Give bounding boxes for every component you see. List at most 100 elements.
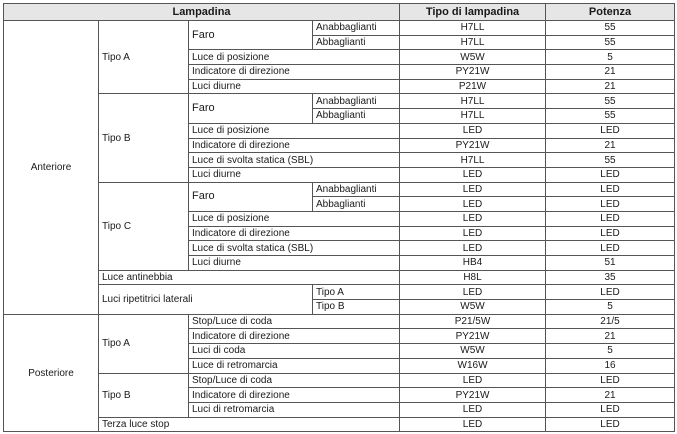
row-label: Terza luce stop (97, 416, 401, 433)
bulb-power: 5 (545, 299, 676, 315)
subgroup-anteriore-tipo-a: Tipo A (98, 19, 189, 95)
bulb-type: PY21W (399, 137, 547, 154)
table-row: Abbaglianti H7LL 55 (4, 34, 676, 51)
bulb-power: 55 (545, 34, 676, 51)
faro-label: Faro (188, 181, 313, 212)
bulb-type: H7LL (399, 93, 547, 110)
bulb-type: H7LL (399, 20, 547, 36)
bulb-type: HB4 (399, 255, 547, 271)
table-row: Luce antinebbia H8L 35 (4, 269, 676, 286)
bulb-power: LED (545, 372, 676, 389)
bulb-type: LED (399, 196, 547, 212)
table-row: Posteriore Tipo A Stop/Luce di coda P21/… (3, 313, 676, 433)
row-label: Luce di svolta statica (SBL) (187, 240, 401, 256)
bulb-type: W16W (399, 357, 547, 374)
row-label: Stop/Luce di coda (187, 313, 401, 330)
table-row: Indicatore di direzione PY21W 21 (4, 328, 676, 345)
table-row: Luci ripetitrici laterali Tipo A LED LED (4, 284, 676, 315)
table-row: Indicatore di direzione PY21W 21 (4, 64, 676, 80)
group-posteriore: Posteriore (3, 313, 99, 433)
bulb-power: LED (545, 284, 676, 301)
bulb-power: 55 (545, 20, 676, 36)
bulb-power: 21 (545, 137, 676, 154)
bulb-type: P21/5W (399, 313, 547, 330)
bulb-type: LED (399, 166, 547, 183)
bulb-power: LED (545, 401, 676, 418)
header-tipo: Tipo di lampadina (399, 3, 547, 21)
subgroup-posteriore-tipo-b: Tipo B (98, 372, 189, 418)
bulb-power: 21 (545, 78, 676, 95)
bulb-power: LED (545, 122, 676, 139)
bulb-type: PY21W (399, 328, 547, 345)
header-lampadina: Lampadina (2, 3, 401, 21)
bulb-power: 21/5 (545, 313, 676, 330)
row-label: Luce di svolta statica (SBL) (187, 152, 401, 168)
bulb-type: H7LL (399, 34, 547, 51)
row-label: Indicatore di direzione (187, 387, 401, 403)
table-header-row: Lampadina Tipo di lampadina Potenza (2, 3, 676, 21)
table-row: Luce di svolta statica (SBL) LED LED (4, 240, 676, 256)
bulb-power: 55 (545, 152, 676, 168)
header-potenza: Potenza (545, 3, 676, 21)
faro-label: Faro (188, 93, 313, 124)
bulb-power: 35 (545, 269, 676, 286)
row-label: Luce di retromarcia (187, 357, 401, 374)
bulb-power: LED (545, 240, 676, 256)
row-label: Luci diurne (187, 255, 401, 271)
row-label: Luci diurne (187, 166, 401, 183)
table-row: Tipo B W5W 5 (4, 299, 676, 315)
subgroup-posteriore-tipo-a: Tipo A (98, 313, 189, 374)
row-label: Luci ripetitrici laterali (98, 284, 313, 315)
table-row: Indicatore di direzione PY21W 21 (4, 387, 676, 403)
bulb-type: W5W (399, 49, 547, 66)
table-row: Luci di coda W5W 5 (4, 343, 676, 359)
group-anteriore: Anteriore (3, 20, 99, 315)
row-label: Tipo B (311, 299, 401, 315)
bulb-type: PY21W (399, 387, 547, 403)
bulb-type: LED (399, 210, 547, 227)
faro-label: Faro (188, 19, 313, 51)
bulb-power: 5 (545, 343, 676, 359)
table-row: Tipo B Stop/Luce di coda LED LED (4, 372, 676, 418)
row-label: Luce di posizione (187, 122, 401, 139)
bulb-power: LED (545, 225, 676, 242)
bulb-power: LED (545, 166, 676, 183)
table-row: Abbaglianti LED LED (4, 196, 676, 212)
row-label: Luci di retromarcia (187, 401, 401, 418)
bulb-type: LED (399, 372, 547, 389)
bulb-power: LED (545, 196, 676, 212)
bulb-type: W5W (399, 343, 547, 359)
bulb-type: LED (399, 416, 547, 433)
row-label: Abbaglianti (311, 196, 401, 212)
table-row: Indicatore di direzione LED LED (4, 225, 676, 242)
row-label: Luce di posizione (187, 49, 401, 66)
bulb-power: 55 (545, 108, 676, 124)
table-row: Abbaglianti H7LL 55 (4, 108, 676, 124)
row-label: Indicatore di direzione (187, 328, 401, 345)
bulb-power: 5 (545, 49, 676, 66)
row-label: Luci diurne (187, 78, 401, 95)
table-row: Luci diurne HB4 51 (4, 255, 676, 271)
table-row: Luce di posizione LED LED (4, 122, 676, 139)
bulb-type: LED (399, 122, 547, 139)
bulb-power: LED (545, 181, 676, 198)
row-label: Tipo A (311, 284, 401, 301)
table-row: Terza luce stop LED LED (4, 416, 676, 433)
row-label: Anabbaglianti (311, 181, 401, 198)
row-label: Luce di posizione (187, 210, 401, 227)
bulb-type: LED (399, 240, 547, 256)
bulb-type: LED (399, 181, 547, 198)
subgroup-anteriore-tipo-b: Tipo B (98, 93, 189, 183)
bulb-type: LED (399, 401, 547, 418)
bulb-power: 16 (545, 357, 676, 374)
bulb-power: LED (545, 210, 676, 227)
bulb-type: H7LL (399, 108, 547, 124)
row-label: Abbaglianti (311, 34, 401, 51)
table-row: Anteriore Tipo A Faro Anabbaglianti H7LL… (3, 19, 676, 315)
bulb-type: P21W (399, 78, 547, 95)
bulb-power: LED (545, 416, 676, 433)
row-label: Stop/Luce di coda (187, 372, 401, 389)
table-row: Tipo C Faro Anabbaglianti LED LED (4, 181, 676, 271)
row-label: Abbaglianti (311, 108, 401, 124)
table-row: Luce di posizione LED LED (4, 210, 676, 227)
